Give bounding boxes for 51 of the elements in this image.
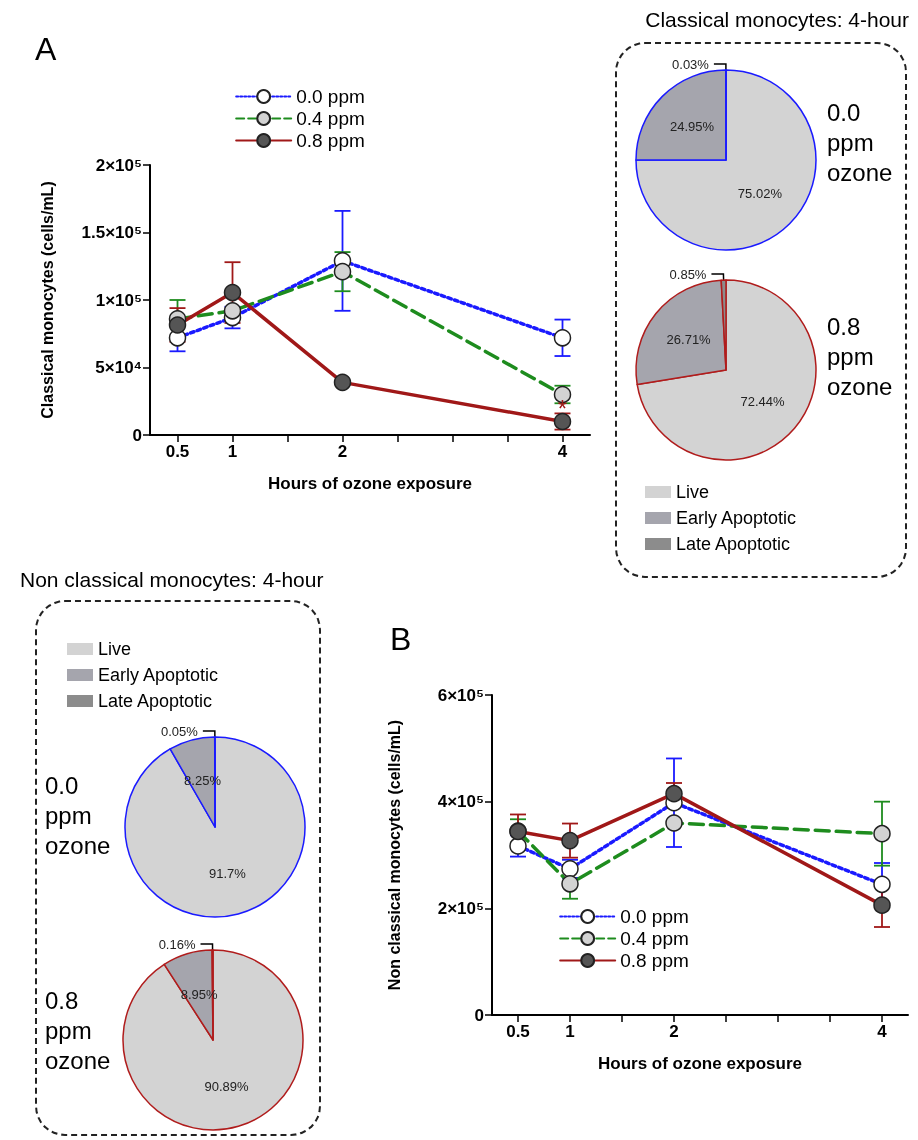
chart-title: Non classical monocytes: 4-hour xyxy=(20,568,324,591)
y-tick-label: 4×10⁵ xyxy=(437,792,484,812)
legend-label: 0.4 ppm xyxy=(296,108,365,129)
y-tick-label: 0 xyxy=(474,1005,484,1025)
y-tick-label: 6×10⁵ xyxy=(437,685,484,705)
data-label: 90.89% xyxy=(204,1078,250,1094)
chart-title: A xyxy=(35,31,57,67)
text: 0.8 ppm ozone xyxy=(45,986,111,1074)
data-label: 75.02% xyxy=(737,186,783,202)
x-axis-title: Hours of ozone exposure xyxy=(597,1054,803,1073)
x-tick-label: 0.5 xyxy=(506,1022,530,1041)
legend-label: Live xyxy=(98,639,132,659)
y-tick-label: 2×10⁵ xyxy=(95,155,142,175)
data-label: 91.7% xyxy=(208,865,247,881)
x-tick-label: 4 xyxy=(557,442,568,461)
x-tick-label: 2 xyxy=(337,442,348,461)
legend-label: Early Apoptotic xyxy=(676,508,797,528)
data-label: 24.95% xyxy=(670,118,715,134)
legend-label: Early Apoptotic xyxy=(98,665,219,685)
legend-label: Late Apoptotic xyxy=(98,691,213,711)
text: 0.0 ppm ozone xyxy=(827,98,893,186)
data-label: 0.16% xyxy=(158,936,196,952)
x-tick-label: 1 xyxy=(565,1022,575,1041)
x-tick-label: 1 xyxy=(227,442,238,461)
y-axis-title: Non classical monocytes (cells/mL) xyxy=(385,719,403,991)
chart-title: B xyxy=(390,621,412,657)
data-label: 0.03% xyxy=(672,56,710,72)
y-tick-label: 1.5×10⁵ xyxy=(81,223,142,242)
legend-label: 0.4 ppm xyxy=(620,928,689,949)
legend-label: 0.8 ppm xyxy=(620,950,689,971)
x-tick-label: 0.5 xyxy=(165,442,190,461)
legend-label: 0.8 ppm xyxy=(296,130,365,151)
data-label: 0.85% xyxy=(669,266,707,282)
text: 0.0 ppm ozone xyxy=(45,771,111,859)
x-tick-label: 4 xyxy=(877,1022,888,1041)
data-label: 26.71% xyxy=(666,332,712,348)
legend-label: 0.0 ppm xyxy=(620,906,689,927)
x-axis-title: Hours of ozone exposure xyxy=(267,474,473,493)
legend-label: Live xyxy=(676,482,710,502)
data-label: 0.05% xyxy=(160,723,199,739)
y-tick-label: 2×10⁵ xyxy=(437,898,484,918)
y-tick-label: 0 xyxy=(132,425,142,445)
legend-label: 0.0 ppm xyxy=(296,86,365,107)
chart-title: Classical monocytes: 4-hour xyxy=(645,8,910,31)
legend-label: Late Apoptotic xyxy=(676,534,791,554)
y-tick-label: 5×10⁴ xyxy=(95,358,142,377)
data-label: 72.44% xyxy=(740,393,786,409)
x-tick-label: 2 xyxy=(669,1022,679,1041)
y-axis-title: Classical monocytes (cells/mL) xyxy=(38,181,56,419)
text: 0.8 ppm ozone xyxy=(827,312,893,400)
y-tick-label: 1×10⁵ xyxy=(95,290,142,310)
